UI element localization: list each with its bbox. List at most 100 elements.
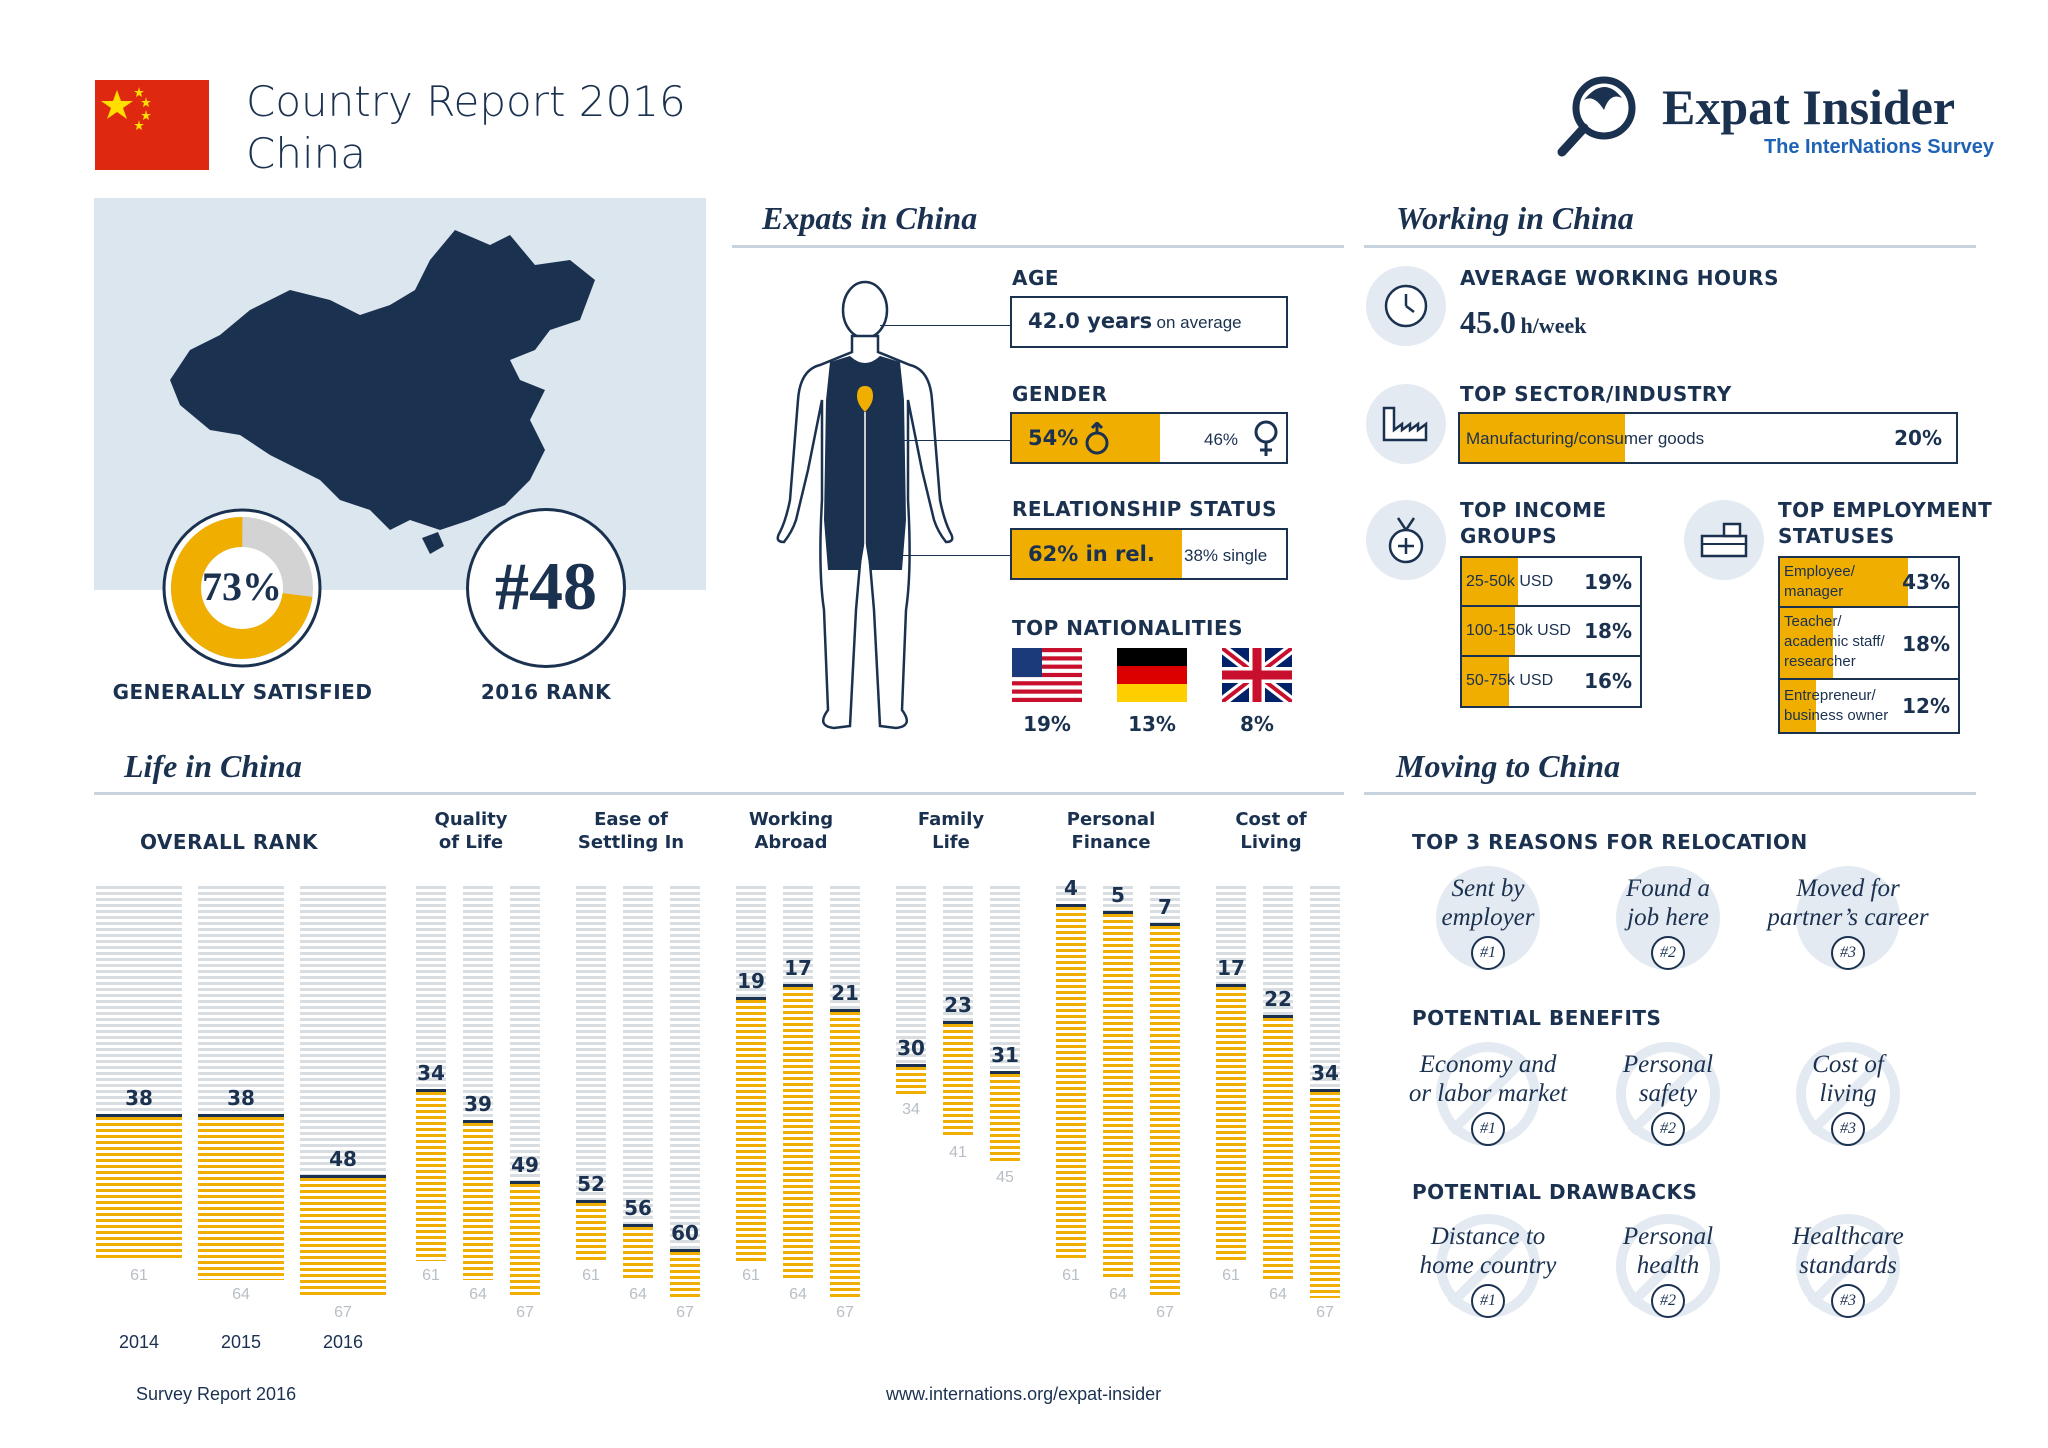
category-5-bar-1-track [1263, 886, 1293, 1280]
drawbacks-slash-icon-1 [1447, 1226, 1529, 1308]
category-5-bar-2-rank: 34 [1311, 1060, 1339, 1085]
category-4-bar-2-rank: 7 [1158, 894, 1172, 919]
drawbacks-circle-1 [1436, 1214, 1540, 1318]
category-5-bar-0-fill [1216, 984, 1246, 1262]
reasons-line1: Moved for [1796, 875, 1900, 902]
clock-icon [1384, 284, 1428, 328]
age-suffix: on average [1156, 313, 1242, 332]
benefits-line1: Economy and [1419, 1051, 1557, 1078]
category-1-bar-1-rank: 56 [624, 1196, 652, 1221]
footer-url[interactable]: www.internations.org/expat-insider [886, 1384, 1162, 1404]
age-label: AGE [1012, 266, 1060, 290]
age-connector [880, 325, 1010, 326]
expat-insider-logo: Expat Insider The InterNations Survey [1554, 70, 1994, 170]
benefits-text-2: Personal safety [1573, 1050, 1763, 1108]
employment-text-2: Teacher/ academic staff/ researcher [1784, 612, 1885, 672]
category-0-bar-2-fill [510, 1181, 540, 1299]
drawbacks-text-3: Healthcare standards [1753, 1222, 1943, 1280]
employment-2-line1: Teacher/ [1784, 613, 1842, 630]
report-title-line1: Country Report 2016 [246, 77, 686, 126]
category-2-bar-2-total: 67 [836, 1304, 854, 1322]
category-label-line2: Settling In [577, 832, 685, 853]
employment-text-3: Entrepreneur/ business owner [1784, 686, 1888, 726]
category-2-bar-0-fill [736, 996, 766, 1262]
sector-fill [1460, 414, 1626, 462]
hours-row: 45.0 h/week [1460, 304, 1586, 341]
category-4-bar-2-fill [1150, 922, 1180, 1299]
germany-flag-icon [1117, 648, 1187, 702]
employment-label-line2: STATUSES [1778, 524, 1895, 548]
category-1-bar-2-total: 67 [676, 1304, 694, 1322]
logo-title: Expat Insider [1662, 79, 1956, 135]
category-label-line1: Personal [1066, 809, 1156, 830]
drawbacks-line2: home country [1419, 1252, 1557, 1279]
person-figure [776, 280, 954, 730]
factory-circle [1366, 384, 1446, 464]
overall-rank-label: OVERALL RANK [139, 830, 319, 854]
drawbacks-text-1: Distance to home country [1393, 1222, 1583, 1280]
reasons-badge-2: #2 [1651, 936, 1685, 970]
category-2-bar-1-total: 64 [789, 1285, 807, 1303]
income-fill-1 [1462, 558, 1519, 605]
logo-subtitle: The InterNations Survey [1763, 136, 1994, 158]
overall-2014-fill [96, 1113, 182, 1262]
reasons-circle-2 [1616, 866, 1720, 970]
category-label-5: Cost of Living [1186, 808, 1356, 854]
category-5-bar-1-rank: 22 [1264, 987, 1292, 1012]
category-0-bar-0-total: 61 [422, 1267, 440, 1285]
employment-row-1: Employee/ manager 43% [1780, 558, 1958, 608]
benefits-slash-icon-2 [1627, 1054, 1709, 1136]
reasons-circle-1 [1436, 866, 1540, 970]
female-icon [1254, 420, 1278, 456]
drawbacks-slash-icon-2 [1627, 1226, 1709, 1308]
category-label-line1: Working [748, 809, 834, 830]
drawbacks-circle-3 [1796, 1214, 1900, 1318]
overall-2014-rank: 38 [125, 1085, 153, 1110]
employment-table: Employee/ manager 43% Teacher/ academic … [1778, 556, 1960, 734]
uk-flag-icon [1222, 648, 1292, 702]
benefits-label: POTENTIAL BENEFITS [1412, 1006, 1662, 1030]
category-0-bar-0-track [416, 886, 446, 1262]
benefits-badge-3: #3 [1831, 1112, 1865, 1146]
category-5-bar-2-fill [1310, 1088, 1340, 1299]
category-3-bar-1-track [943, 886, 973, 1139]
employment-label-line1: TOP EMPLOYMENT [1778, 498, 1993, 522]
category-3-bar-1-rank: 23 [944, 993, 972, 1018]
category-3-bar-1-total: 41 [949, 1144, 967, 1162]
benefits-slash-icon-3 [1807, 1054, 1889, 1136]
employment-label: TOP EMPLOYMENT STATUSES [1778, 497, 1992, 549]
reasons-line1: Found a [1625, 875, 1711, 902]
category-label-line1: Family [917, 809, 985, 830]
drawbacks-line2: health [1636, 1252, 1700, 1279]
benefits-text-3: Cost of living [1753, 1050, 1943, 1108]
overall-2015-total: 64 [232, 1285, 250, 1303]
income-table: 25-50k USD 19% 100-150k USD 18% 50-75k U… [1460, 556, 1642, 708]
category-label-line2: Life [932, 832, 970, 853]
satisfaction-donut: 73% [162, 508, 322, 668]
clock-circle [1366, 266, 1446, 346]
category-3-bar-0-fill [896, 1064, 926, 1096]
drawbacks-badge-3: #3 [1831, 1284, 1865, 1318]
category-0-bar-1-track [463, 886, 493, 1280]
category-2-bar-0-rank: 19 [737, 968, 765, 993]
age-value: 42.0 years [1028, 309, 1153, 333]
employment-row-2: Teacher/ academic staff/ researcher 18% [1780, 608, 1958, 680]
drawbacks-text-2: Personal health [1573, 1222, 1763, 1280]
sector-box: Manufacturing/consumer goods 20% [1458, 412, 1958, 464]
category-2-bar-1-track [783, 886, 813, 1280]
category-2-bar-2-rank: 21 [831, 981, 859, 1005]
hours-label: AVERAGE WORKING HOURS [1460, 266, 1779, 290]
relationship-single-value: 38% single [1184, 546, 1268, 565]
employment-fill-3 [1780, 680, 1816, 732]
cash-register-icon [1700, 522, 1748, 558]
category-1-bar-0-rank: 52 [577, 1171, 605, 1196]
category-0-bar-0-fill [416, 1088, 446, 1262]
category-3-bar-2-total: 45 [996, 1168, 1014, 1186]
category-4-bar-1-fill [1103, 910, 1133, 1280]
category-label-1: Ease of Settling In [546, 808, 716, 854]
category-2-bar-1-rank: 17 [784, 956, 812, 981]
china-flag [95, 80, 209, 170]
overall-2015-fill [198, 1113, 284, 1280]
category-4-bar-1-total: 64 [1109, 1285, 1127, 1303]
relationship-in-value: 62% in rel. [1028, 542, 1155, 566]
